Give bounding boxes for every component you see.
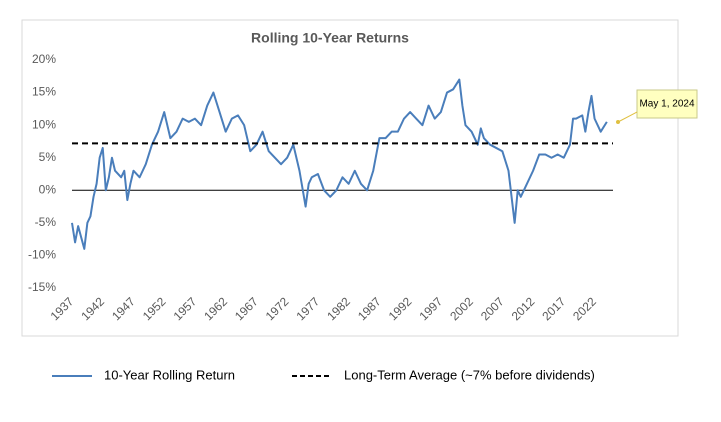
chart-border	[21, 19, 679, 337]
y-tick-label: 0%	[39, 182, 57, 196]
chart-title: Rolling 10-Year Returns	[251, 30, 409, 46]
legend-label: Long-Term Average (~7% before dividends)	[344, 367, 595, 382]
annotation-pointer	[617, 111, 638, 123]
y-tick-label: 15%	[32, 85, 56, 99]
y-tick-label: 5%	[39, 150, 57, 164]
y-tick-label: 10%	[32, 117, 56, 131]
annotation-text: May 1, 2024	[639, 99, 694, 110]
y-tick-label: 20%	[32, 52, 56, 66]
data-line	[71, 78, 608, 250]
y-tick-label: -15%	[28, 280, 56, 294]
annotation-dot	[616, 120, 620, 124]
y-tick-label: -5%	[35, 215, 57, 229]
legend-label: 10-Year Rolling Return	[104, 367, 235, 382]
y-tick-label: -10%	[28, 248, 56, 262]
annotation-box	[636, 89, 698, 119]
